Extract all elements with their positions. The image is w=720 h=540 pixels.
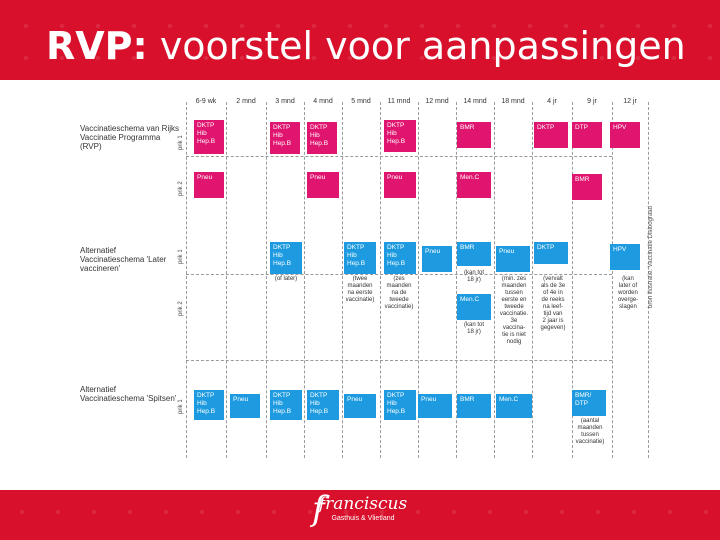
schema-note: (of later) [274, 276, 298, 282]
vaccine-box: BMR [457, 122, 491, 148]
vaccine-box: BMR [457, 242, 491, 266]
title-bold: RVP: [46, 24, 148, 68]
vaccine-box: DKTP Hib Hep.B [384, 120, 416, 152]
vaccine-box: Pneu [344, 394, 376, 418]
row-label: Alternatief Vaccinatieschema 'Later vacc… [80, 246, 167, 273]
vaccine-box: Men.C [457, 172, 491, 198]
vaccine-box: Pneu [418, 394, 452, 418]
vaccine-box: Pneu [194, 172, 224, 198]
grid-line [572, 102, 573, 458]
schema-note: (min. zes maanden tussen eerste en tweed… [499, 276, 529, 345]
header-bar [0, 0, 720, 80]
prik-label: prik 1 [178, 249, 184, 264]
grid-line [342, 102, 343, 458]
grid-line [186, 274, 612, 275]
column-header: 14 mnd [463, 98, 487, 105]
vaccine-box: DKTP [534, 242, 568, 264]
schema-note: (vervalt als de 3e of 4e in de reeks na … [540, 276, 566, 331]
vaccination-schema: 6-9 wk 2 mnd 3 mnd 4 mnd 5 mnd 11 mnd 12… [76, 98, 664, 460]
vaccine-box: DKTP Hib Hep.B [270, 122, 300, 154]
vaccine-box: BMR [572, 174, 602, 200]
vaccine-box: DKTP Hib Hep.B [384, 242, 416, 274]
vaccine-box: Pneu [384, 172, 416, 198]
logo-subtitle: Gasthuis & Vlietland [331, 515, 395, 522]
grid-line [186, 156, 612, 157]
schema-note: (twee maanden na eerste vaccinatie) [345, 276, 375, 303]
vaccine-box: BMR [457, 394, 491, 418]
vaccine-box: Pneu [230, 394, 260, 418]
grid-line [648, 102, 649, 458]
footer-bar [0, 490, 720, 540]
vaccine-box: DKTP Hib Hep.B [307, 390, 339, 420]
grid-line [304, 102, 305, 458]
vaccine-box: HPV [610, 244, 640, 270]
prik-label: prik 1 [178, 399, 184, 414]
vaccine-box: HPV [610, 122, 640, 148]
grid-line [456, 102, 457, 458]
slide-title: RVP: voorstel voor aanpassingen [46, 24, 686, 68]
vaccine-box: DKTP Hib Hep.B [384, 390, 416, 420]
franciscus-logo: f franciscus Gasthuis & Vlietland [312, 492, 408, 534]
vaccine-box: DKTP Hib Hep.B [270, 242, 302, 274]
grid-line [612, 102, 613, 458]
title-rest: voorstel voor aanpassingen [159, 24, 686, 68]
row-label: Alternatief Vaccinatieschema 'Spitsen' [80, 385, 177, 403]
schema-note: (kan tot 18 jr) [463, 322, 484, 335]
vaccine-box: Pneu [496, 246, 530, 272]
grid-line [226, 102, 227, 458]
column-header: 6-9 wk [195, 98, 217, 105]
schema-note: (kan later of worden overge- slagen [617, 276, 639, 310]
vaccine-box: DKTP Hib Hep.B [270, 390, 302, 420]
vaccine-box: BMR/ DTP [572, 390, 606, 416]
column-header: 4 jr [547, 98, 557, 105]
grid-line [266, 102, 267, 458]
column-header: 2 mnd [236, 98, 256, 105]
logo-mark: f [312, 489, 325, 529]
grid-line [186, 102, 187, 458]
vaccine-box: DKTP [534, 122, 568, 148]
source-credit: bron illustratie: Vaccinatie Dialoograad [648, 206, 654, 308]
prik-label: prik 2 [178, 301, 184, 316]
column-header: 12 mnd [425, 98, 449, 105]
grid-line [494, 102, 495, 458]
vaccine-box: Men.C [457, 294, 491, 320]
vaccine-box: Pneu [307, 172, 339, 198]
schema-note: (kan tot 18 jr) [463, 270, 484, 283]
vaccine-box: DKTP Hib Hep.B [307, 122, 337, 154]
schema-note: (zes maanden na de tweede vaccinatie) [384, 276, 414, 310]
logo-text: franciscus [318, 494, 408, 514]
column-header: 11 mnd [387, 98, 411, 105]
column-header: 9 jr [587, 98, 597, 105]
vaccine-box: Pneu [422, 246, 452, 272]
grid-line [186, 360, 612, 361]
column-header: 4 mnd [313, 98, 333, 105]
schema-note: (aantal maanden tussen vaccinatie) [575, 418, 605, 445]
grid-line [532, 102, 533, 458]
grid-line [418, 102, 419, 458]
column-header: 5 mnd [351, 98, 371, 105]
row-label: Vaccinatieschema van Rijks Vaccinatie Pr… [80, 124, 180, 151]
vaccine-box: Men.C [496, 394, 532, 418]
vaccine-box: DKTP Hib Hep.B [344, 242, 376, 274]
prik-label: prik 2 [178, 181, 184, 196]
grid-line [380, 102, 381, 458]
column-header: 12 jr [623, 98, 637, 105]
vaccine-box: DKTP Hib Hep.B [194, 390, 224, 420]
column-header: 18 mnd [501, 98, 525, 105]
vaccine-box: DTP [572, 122, 602, 148]
prik-label: prik 1 [178, 135, 184, 150]
column-header: 3 mnd [275, 98, 295, 105]
vaccine-box: DKTP Hib Hep.B [194, 120, 224, 154]
